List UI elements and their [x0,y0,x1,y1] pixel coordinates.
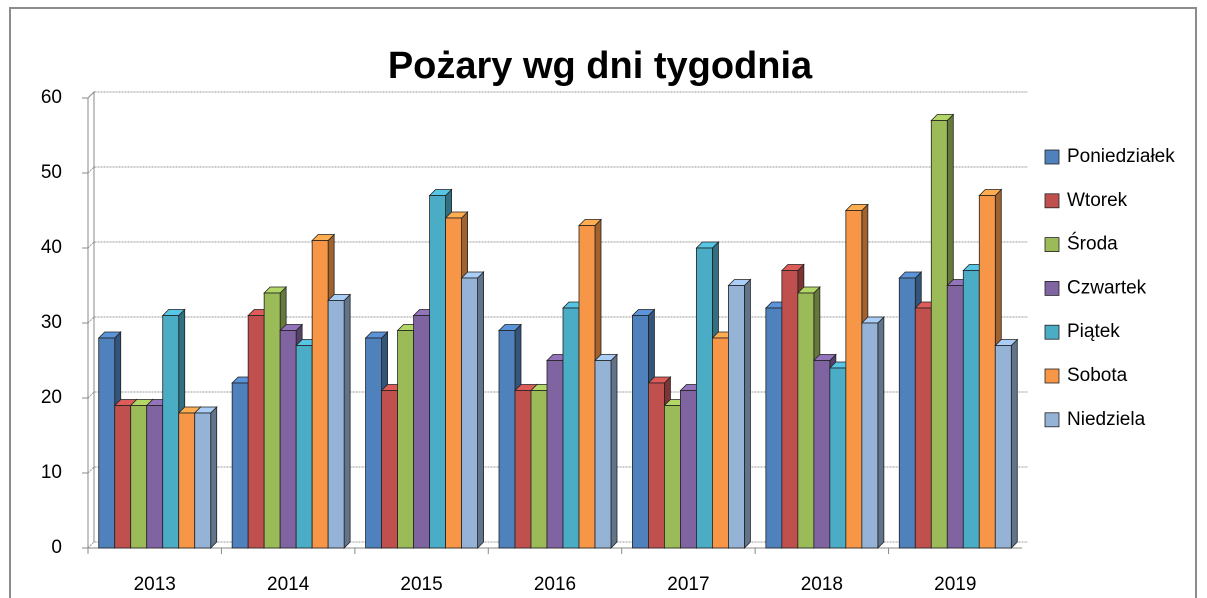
legend-label: Poniedziałek [1067,146,1175,167]
bar [397,330,414,549]
bar [994,345,1012,549]
bar [130,405,148,549]
bar [429,195,446,549]
legend-label: Piątek [1067,321,1120,342]
bar-side [1010,338,1018,549]
bar [231,382,249,549]
bar [162,315,180,549]
bar [562,307,580,549]
bar [978,195,996,549]
bar [648,382,665,549]
bar [696,247,713,549]
bar [381,390,398,549]
legend-swatch [1044,280,1060,296]
bar [680,390,697,549]
grid-line [87,166,1028,174]
x-tick-label: 2014 [267,574,310,595]
x-tick-label: 2015 [400,574,442,595]
legend-label: Sobota [1067,365,1128,386]
grid-line [87,91,1028,99]
x-tick-label: 2017 [667,574,709,595]
legend-label: Wtorek [1067,190,1128,211]
bar [829,367,847,549]
y-tick-label: 50 [41,162,62,183]
bar [498,330,516,549]
bar [546,360,564,549]
bar [194,412,212,549]
bar-side [610,353,618,549]
bar-side [343,293,351,549]
bar [946,285,964,549]
bar [311,240,329,549]
bar [813,360,831,549]
bar [263,292,281,549]
bar [930,120,948,549]
bar [845,210,863,549]
chart-title: Pożary wg dni tygodnia [388,45,813,87]
x-tick-label: 2016 [534,574,576,595]
bar [594,360,612,549]
x-tick-label: 2018 [801,574,843,595]
bar [578,225,596,549]
bar [445,217,462,549]
bar [765,307,783,549]
bar [327,300,345,549]
bar [247,315,265,549]
bar [279,330,297,549]
bar [664,405,681,549]
y-tick-label: 10 [41,462,62,483]
bar [98,337,116,549]
bar-side [744,278,751,549]
legend-swatch [1044,149,1060,165]
bar [114,405,132,549]
bar [365,337,382,549]
legend-label: Środa [1067,233,1118,255]
legend-label: Niedziela [1067,409,1146,430]
legend-swatch [1044,193,1060,209]
legend-label: Czwartek [1067,277,1147,298]
bar [781,270,799,549]
bar [914,307,932,549]
bar-side [210,406,218,549]
legend-swatch [1044,368,1060,384]
y-tick-label: 0 [51,537,62,558]
bar [797,292,815,549]
bar [413,315,430,549]
bar [712,337,729,549]
x-tick-label: 2019 [934,574,976,595]
bar [728,285,745,549]
y-tick-label: 30 [41,312,62,333]
bar [146,405,164,549]
legend-swatch [1044,324,1060,340]
bar [861,322,879,549]
bar-side [477,271,484,549]
bar [898,277,916,549]
bar [962,270,980,549]
bar [514,390,532,549]
legend-swatch [1044,412,1060,428]
bar [295,345,313,549]
bar [178,412,196,549]
bar [632,315,649,549]
bar-side [877,316,885,549]
y-tick-label: 60 [41,87,62,108]
y-tick-label: 20 [41,387,62,408]
x-tick-label: 2013 [134,574,176,595]
bar [530,390,548,549]
bar [461,277,478,549]
y-tick-label: 40 [41,237,62,258]
legend-swatch [1044,237,1060,253]
